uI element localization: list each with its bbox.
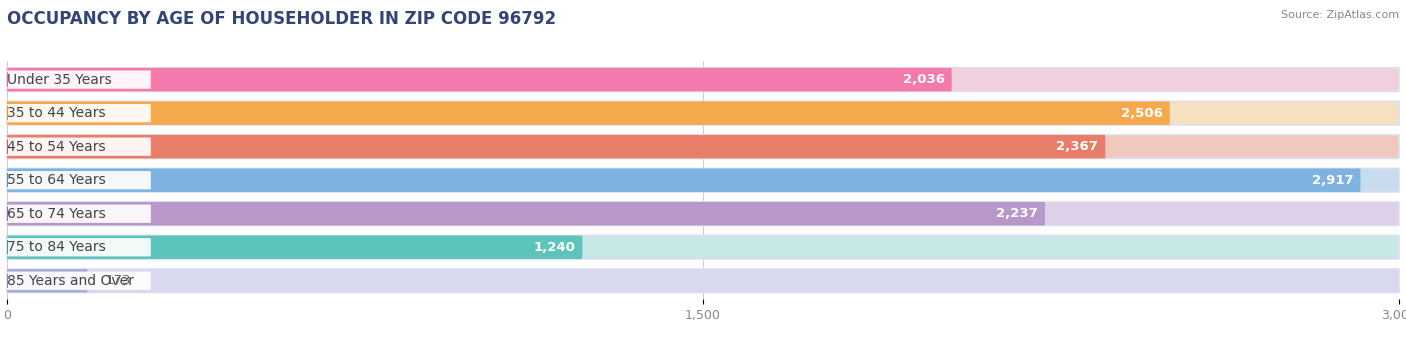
- Text: 75 to 84 Years: 75 to 84 Years: [7, 240, 105, 254]
- Text: 1,240: 1,240: [533, 241, 575, 254]
- FancyBboxPatch shape: [7, 202, 1399, 225]
- FancyBboxPatch shape: [7, 272, 150, 290]
- FancyBboxPatch shape: [7, 168, 1361, 192]
- FancyBboxPatch shape: [7, 68, 952, 91]
- FancyBboxPatch shape: [7, 171, 150, 189]
- Text: 55 to 64 Years: 55 to 64 Years: [7, 173, 105, 187]
- FancyBboxPatch shape: [7, 135, 1105, 158]
- Text: 45 to 54 Years: 45 to 54 Years: [7, 140, 105, 154]
- FancyBboxPatch shape: [7, 101, 1170, 125]
- FancyBboxPatch shape: [7, 70, 150, 89]
- FancyBboxPatch shape: [7, 101, 1399, 125]
- Text: 2,036: 2,036: [903, 73, 945, 86]
- FancyBboxPatch shape: [7, 269, 1399, 292]
- Text: OCCUPANCY BY AGE OF HOUSEHOLDER IN ZIP CODE 96792: OCCUPANCY BY AGE OF HOUSEHOLDER IN ZIP C…: [7, 10, 557, 28]
- Text: 2,237: 2,237: [997, 207, 1038, 220]
- Text: 35 to 44 Years: 35 to 44 Years: [7, 106, 105, 120]
- FancyBboxPatch shape: [7, 269, 87, 292]
- Text: Under 35 Years: Under 35 Years: [7, 73, 112, 87]
- Text: Source: ZipAtlas.com: Source: ZipAtlas.com: [1281, 10, 1399, 20]
- Text: 2,917: 2,917: [1312, 174, 1354, 187]
- Text: 65 to 74 Years: 65 to 74 Years: [7, 207, 105, 221]
- FancyBboxPatch shape: [7, 238, 150, 256]
- FancyBboxPatch shape: [7, 104, 150, 122]
- FancyBboxPatch shape: [7, 68, 1399, 91]
- FancyBboxPatch shape: [7, 135, 1399, 158]
- FancyBboxPatch shape: [7, 236, 1399, 259]
- Text: 85 Years and Over: 85 Years and Over: [7, 274, 134, 288]
- FancyBboxPatch shape: [7, 168, 1399, 192]
- FancyBboxPatch shape: [7, 236, 582, 259]
- FancyBboxPatch shape: [7, 202, 1045, 225]
- Text: 173: 173: [105, 274, 131, 287]
- FancyBboxPatch shape: [7, 205, 150, 223]
- Text: 2,506: 2,506: [1121, 107, 1163, 120]
- FancyBboxPatch shape: [7, 137, 150, 156]
- Text: 2,367: 2,367: [1056, 140, 1098, 153]
